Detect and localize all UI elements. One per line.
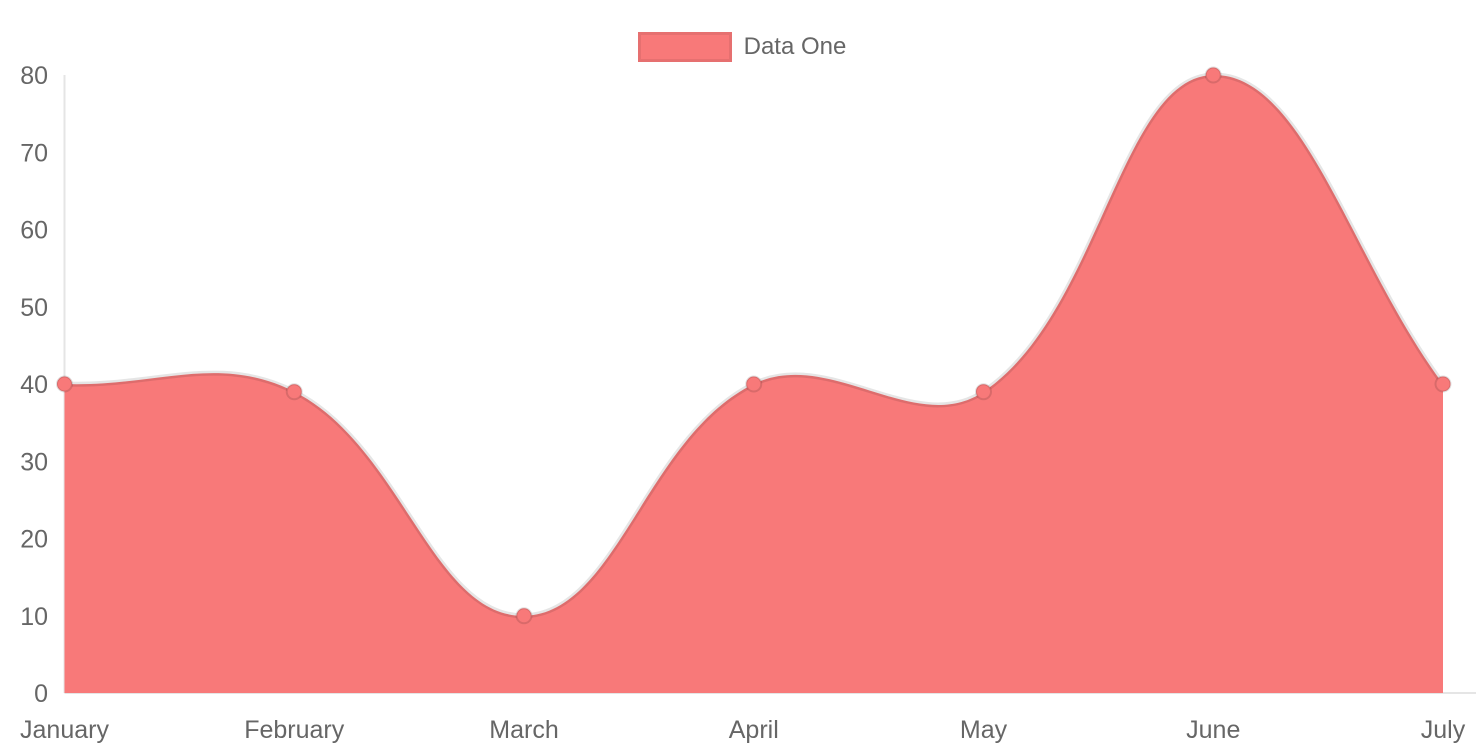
x-tick-label-april: April: [729, 716, 779, 744]
y-tick-label-60: 60: [20, 217, 48, 245]
data-point-june[interactable]: [1204, 66, 1222, 84]
y-tick-label-50: 50: [20, 294, 48, 322]
data-point-january[interactable]: [56, 375, 73, 393]
x-tick-label-january: January: [20, 716, 109, 744]
y-tick-label-20: 20: [20, 526, 48, 554]
data-point-april[interactable]: [745, 375, 763, 393]
x-tick-label-march: March: [489, 716, 558, 744]
tick-labels: 0 10 20 30 40 50 60 70 80 January February March Apr…: [20, 62, 1466, 744]
y-tick-label-10: 10: [20, 603, 48, 631]
y-tick-label-0: 0: [34, 680, 48, 708]
x-tick-label-february: February: [244, 716, 345, 744]
x-tick-label-may: May: [960, 716, 1008, 744]
data-point-may[interactable]: [975, 383, 992, 401]
data-point-july[interactable]: [1434, 375, 1452, 393]
x-tick-label-july: July: [1421, 716, 1466, 744]
data-points: [56, 66, 1452, 625]
y-tick-label-70: 70: [20, 139, 48, 167]
legend-label: Data One: [743, 33, 847, 60]
x-tick-label-june: June: [1186, 716, 1240, 744]
legend-swatch-icon: [637, 32, 732, 62]
legend-item-data-one[interactable]: Data One: [637, 32, 847, 62]
y-tick-label-30: 30: [20, 448, 48, 476]
area-fill: [64, 74, 1443, 693]
y-tick-label-80: 80: [20, 62, 48, 90]
data-point-march[interactable]: [515, 607, 533, 625]
data-point-february[interactable]: [285, 383, 303, 401]
legend: Data One: [0, 32, 1484, 62]
y-tick-label-40: 40: [20, 371, 48, 399]
